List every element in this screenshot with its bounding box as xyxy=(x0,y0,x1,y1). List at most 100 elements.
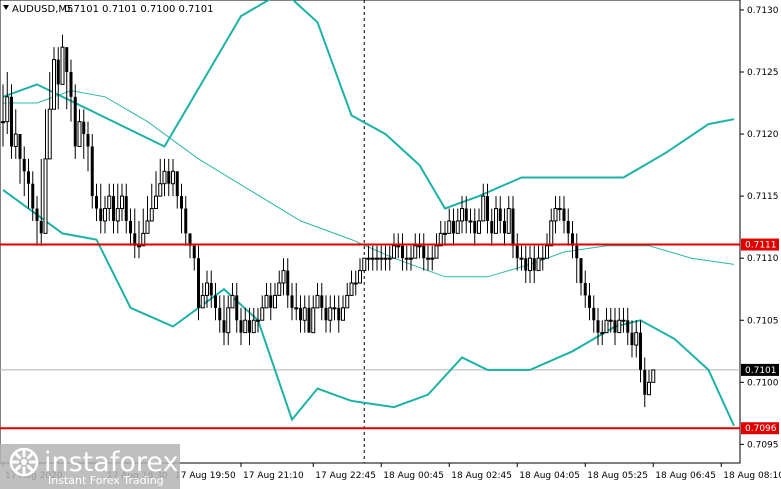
candle[interactable] xyxy=(103,196,107,234)
candle[interactable] xyxy=(540,245,545,271)
candle[interactable] xyxy=(600,320,605,346)
candle[interactable] xyxy=(549,208,554,247)
candle[interactable] xyxy=(18,134,22,184)
candle[interactable] xyxy=(643,357,647,408)
candle[interactable] xyxy=(460,196,464,234)
candle[interactable] xyxy=(209,270,213,308)
candle[interactable] xyxy=(281,258,286,296)
candle[interactable] xyxy=(77,109,82,147)
candle[interactable] xyxy=(256,307,260,333)
candle[interactable] xyxy=(230,283,235,309)
candle[interactable] xyxy=(545,233,549,259)
candle[interactable] xyxy=(438,220,443,247)
candle[interactable] xyxy=(604,307,609,334)
candle[interactable] xyxy=(188,233,192,259)
candle[interactable] xyxy=(562,196,566,234)
candle[interactable] xyxy=(464,196,468,234)
candle[interactable] xyxy=(630,320,634,358)
candle[interactable] xyxy=(494,196,498,234)
candle[interactable] xyxy=(13,109,18,159)
candle[interactable] xyxy=(379,245,384,271)
candle[interactable] xyxy=(180,183,183,234)
candle[interactable] xyxy=(490,208,494,246)
candle[interactable] xyxy=(401,233,404,271)
candle[interactable] xyxy=(413,233,418,259)
candle[interactable] xyxy=(82,109,86,159)
candle[interactable] xyxy=(481,183,486,222)
candle[interactable] xyxy=(426,245,430,271)
candle[interactable] xyxy=(503,208,506,246)
candle[interactable] xyxy=(167,158,171,197)
candle[interactable] xyxy=(337,295,341,333)
candle[interactable] xyxy=(294,283,299,321)
candle[interactable] xyxy=(375,245,379,271)
candle[interactable] xyxy=(447,208,452,234)
candle[interactable] xyxy=(214,283,217,321)
candle[interactable] xyxy=(536,245,541,272)
candle[interactable] xyxy=(205,270,209,308)
candle[interactable] xyxy=(362,257,367,272)
candle[interactable] xyxy=(248,307,251,346)
candle[interactable] xyxy=(133,208,137,259)
candle[interactable] xyxy=(86,121,90,172)
candle[interactable] xyxy=(286,258,290,308)
candle[interactable] xyxy=(452,208,455,246)
candle[interactable] xyxy=(621,307,626,333)
candle[interactable] xyxy=(69,59,73,122)
candle[interactable] xyxy=(158,158,163,197)
candle[interactable] xyxy=(129,208,132,246)
candle[interactable] xyxy=(626,307,630,346)
candle[interactable] xyxy=(617,307,622,334)
candle[interactable] xyxy=(430,245,435,271)
candle[interactable] xyxy=(171,158,175,197)
candle[interactable] xyxy=(1,84,5,147)
candle[interactable] xyxy=(47,71,52,160)
candle[interactable] xyxy=(324,295,328,333)
candle[interactable] xyxy=(422,233,426,271)
candle[interactable] xyxy=(455,208,460,234)
candle[interactable] xyxy=(112,183,115,234)
candle[interactable] xyxy=(417,233,422,259)
candle[interactable] xyxy=(277,270,282,296)
candle[interactable] xyxy=(222,295,226,346)
candle[interactable] xyxy=(353,270,358,296)
candle[interactable] xyxy=(235,283,239,333)
candle[interactable] xyxy=(39,158,43,246)
candle[interactable] xyxy=(515,233,519,271)
candle[interactable] xyxy=(651,369,656,383)
candle[interactable] xyxy=(145,196,150,234)
candle[interactable] xyxy=(320,283,324,321)
symbol-header[interactable]: AUDUSD,M5 0.7101 0.7101 0.7100 0.7101 xyxy=(3,4,214,15)
candle[interactable] xyxy=(588,283,591,321)
candle[interactable] xyxy=(477,208,481,234)
candle[interactable] xyxy=(434,233,439,259)
candle[interactable] xyxy=(302,295,307,333)
candle[interactable] xyxy=(10,84,13,159)
candle[interactable] xyxy=(192,245,196,271)
candle[interactable] xyxy=(260,295,265,321)
candle[interactable] xyxy=(341,295,345,321)
candle[interactable] xyxy=(404,245,409,271)
candle[interactable] xyxy=(184,196,188,246)
candle[interactable] xyxy=(506,196,511,234)
candle[interactable] xyxy=(524,245,528,284)
candle[interactable] xyxy=(162,158,167,197)
candle[interactable] xyxy=(387,245,392,271)
candle[interactable] xyxy=(358,258,362,284)
candle[interactable] xyxy=(579,258,583,296)
candle[interactable] xyxy=(383,245,388,271)
candle[interactable] xyxy=(22,146,26,197)
candle[interactable] xyxy=(443,220,447,246)
candle[interactable] xyxy=(137,220,141,259)
candle[interactable] xyxy=(218,295,222,333)
candle[interactable] xyxy=(575,233,579,284)
candle[interactable] xyxy=(519,245,524,271)
candle[interactable] xyxy=(175,171,179,209)
candle[interactable] xyxy=(592,295,596,333)
candle[interactable] xyxy=(473,208,477,246)
candle[interactable] xyxy=(511,196,515,259)
candle[interactable] xyxy=(251,307,256,334)
candle[interactable] xyxy=(95,183,98,221)
candle[interactable] xyxy=(311,295,316,334)
candle[interactable] xyxy=(396,233,401,259)
